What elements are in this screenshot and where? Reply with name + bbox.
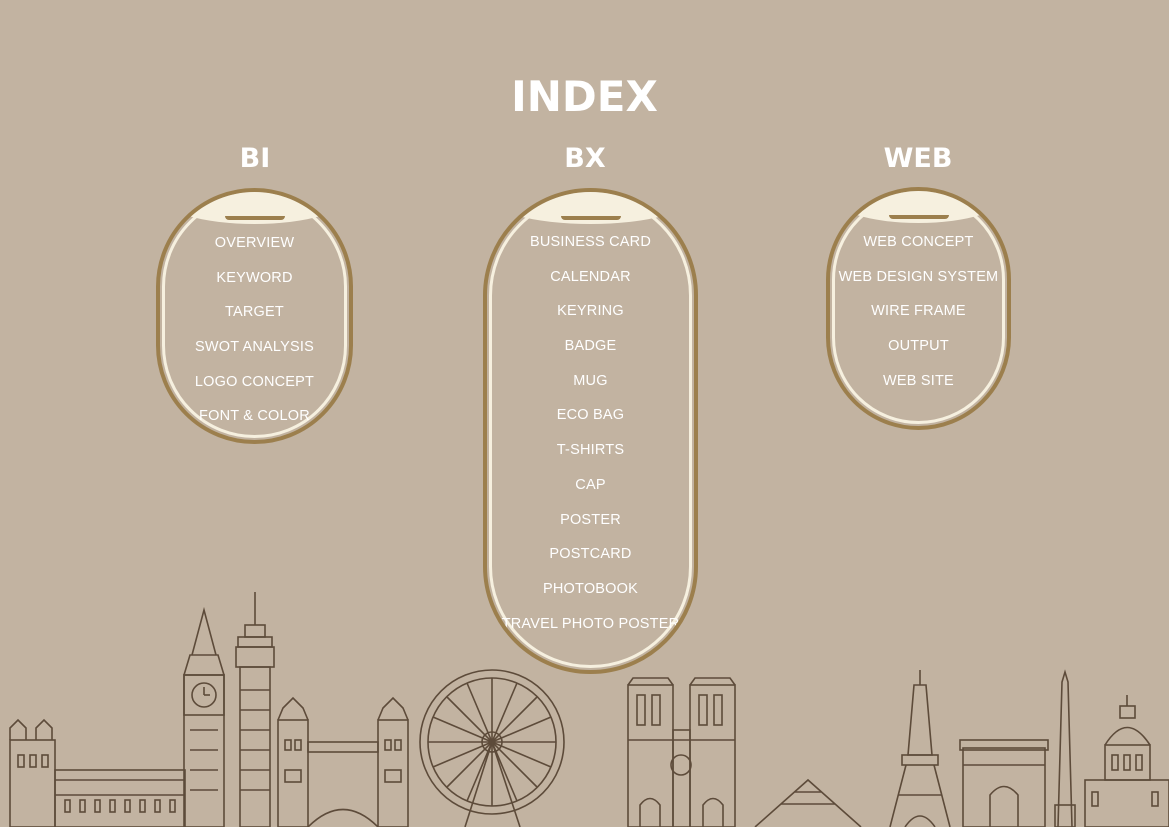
list-item[interactable]: TRAVEL PHOTO POSTER bbox=[501, 615, 680, 632]
list-item[interactable]: BUSINESS CARD bbox=[529, 234, 652, 250]
list-item[interactable]: CALENDAR bbox=[550, 268, 631, 285]
bt-tower-icon bbox=[235, 592, 275, 827]
big-ben-icon bbox=[183, 606, 225, 827]
list-item[interactable]: WEB CONCEPT bbox=[863, 234, 974, 250]
section-heading-web: WEB bbox=[883, 143, 953, 174]
list-item[interactable]: CAP bbox=[575, 476, 606, 493]
louvre-pyramid-icon bbox=[754, 778, 862, 827]
notre-dame-icon bbox=[627, 677, 736, 827]
list-item[interactable]: LOGO CONCEPT bbox=[194, 373, 315, 390]
shade-handle-icon bbox=[888, 215, 949, 219]
list-item[interactable]: TARGET bbox=[225, 304, 284, 321]
tower-bridge-icon bbox=[277, 696, 409, 827]
list-item[interactable]: POSTCARD bbox=[549, 546, 632, 563]
list-item[interactable]: WEB DESIGN SYSTEM bbox=[838, 268, 999, 285]
eiffel-tower-icon bbox=[889, 670, 951, 827]
list-bi: OVERVIEW KEYWORD TARGET SWOT ANALYSIS LO… bbox=[160, 226, 349, 434]
list-item[interactable]: KEYRING bbox=[557, 303, 624, 320]
list-item[interactable]: BADGE bbox=[564, 338, 617, 355]
section-heading-bi: BI bbox=[239, 143, 271, 174]
window-frame-bi: OVERVIEW KEYWORD TARGET SWOT ANALYSIS LO… bbox=[156, 188, 353, 444]
westminster-palace-icon bbox=[9, 718, 186, 827]
section-heading-bx: BX bbox=[564, 143, 606, 174]
london-eye-icon bbox=[419, 669, 565, 827]
list-item[interactable]: WEB SITE bbox=[883, 372, 954, 389]
list-item[interactable]: PHOTOBOOK bbox=[543, 580, 638, 597]
list-item[interactable]: ECO BAG bbox=[556, 407, 625, 424]
shade-handle-icon bbox=[560, 216, 621, 220]
obelisk-icon bbox=[1054, 669, 1076, 827]
domed-building-icon bbox=[1084, 695, 1169, 827]
list-bx: BUSINESS CARD CALENDAR KEYRING BADGE MUG… bbox=[487, 225, 694, 641]
page-title: INDEX bbox=[511, 72, 658, 121]
list-item[interactable]: T-SHIRTS bbox=[556, 442, 625, 459]
city-skyline-illustration bbox=[9, 592, 1169, 827]
list-item[interactable]: FONT & COLOR bbox=[199, 408, 310, 425]
window-frame-web: WEB CONCEPT WEB DESIGN SYSTEM WIRE FRAME… bbox=[826, 187, 1011, 430]
shade-handle-icon bbox=[224, 216, 285, 220]
list-item[interactable]: KEYWORD bbox=[216, 269, 293, 286]
arc-de-triomphe-icon bbox=[959, 739, 1049, 827]
list-web: WEB CONCEPT WEB DESIGN SYSTEM WIRE FRAME… bbox=[830, 225, 1007, 398]
list-item[interactable]: WIRE FRAME bbox=[871, 303, 966, 320]
list-item[interactable]: SWOT ANALYSIS bbox=[195, 339, 314, 356]
list-item[interactable]: MUG bbox=[573, 372, 608, 389]
list-item[interactable]: OUTPUT bbox=[888, 338, 949, 355]
list-item[interactable]: POSTER bbox=[560, 511, 621, 528]
list-item[interactable]: OVERVIEW bbox=[214, 235, 295, 251]
window-frame-bx: BUSINESS CARD CALENDAR KEYRING BADGE MUG… bbox=[483, 188, 698, 674]
